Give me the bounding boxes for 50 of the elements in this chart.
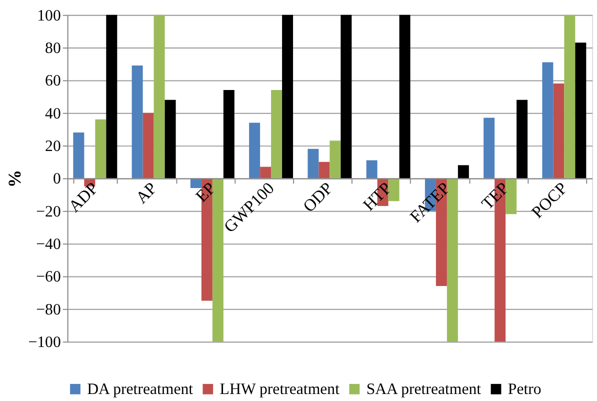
bar (484, 118, 495, 178)
y-tick-label: 60 (45, 72, 61, 90)
bar (458, 165, 469, 178)
x-tick-label: AP (132, 178, 161, 208)
bar (575, 42, 586, 178)
bar (223, 90, 234, 178)
bar (249, 122, 260, 178)
legend-label: SAA pretreatment (366, 381, 482, 398)
x-tick-label: ODP (299, 178, 337, 216)
bar (106, 14, 118, 178)
bar (95, 119, 106, 178)
x-tick-label: EP (192, 178, 220, 206)
bar (271, 90, 282, 178)
y-tick-label: 40 (45, 105, 61, 122)
bar (542, 62, 554, 178)
y-tick-label: 20 (45, 138, 61, 156)
y-tick-label: 0 (52, 170, 61, 188)
bar (340, 14, 352, 178)
bar (282, 14, 294, 178)
y-tick-label: 100 (37, 7, 61, 24)
y-tick-label: 80 (45, 40, 61, 57)
bar (506, 178, 517, 214)
bar (564, 14, 576, 178)
bar (399, 14, 410, 178)
bar (212, 178, 224, 342)
bar (446, 178, 458, 342)
y-tick-label: −60 (36, 268, 61, 286)
bar (260, 166, 272, 178)
bar (388, 178, 400, 202)
y-tick-label: −40 (36, 236, 61, 254)
y-tick-label: −100 (28, 334, 61, 352)
bar (330, 140, 341, 178)
bar (132, 66, 143, 178)
bar (164, 100, 176, 178)
bar (73, 132, 84, 178)
y-axis-title: % (4, 170, 24, 188)
x-tick-label: HTP (359, 178, 396, 214)
legend-label: Petro (508, 381, 542, 398)
legend-label: DA pretreatment (87, 381, 194, 398)
bar (516, 100, 528, 178)
y-tick-label: −80 (36, 301, 61, 318)
bar (318, 162, 330, 178)
bar (142, 112, 154, 178)
bar (366, 160, 378, 178)
legend-label: LHW pretreatment (220, 381, 340, 398)
y-tick-label: −20 (36, 203, 61, 220)
bar (154, 14, 165, 178)
x-tick-label: TEP (478, 178, 512, 214)
bar (308, 148, 319, 178)
bar (553, 83, 564, 178)
